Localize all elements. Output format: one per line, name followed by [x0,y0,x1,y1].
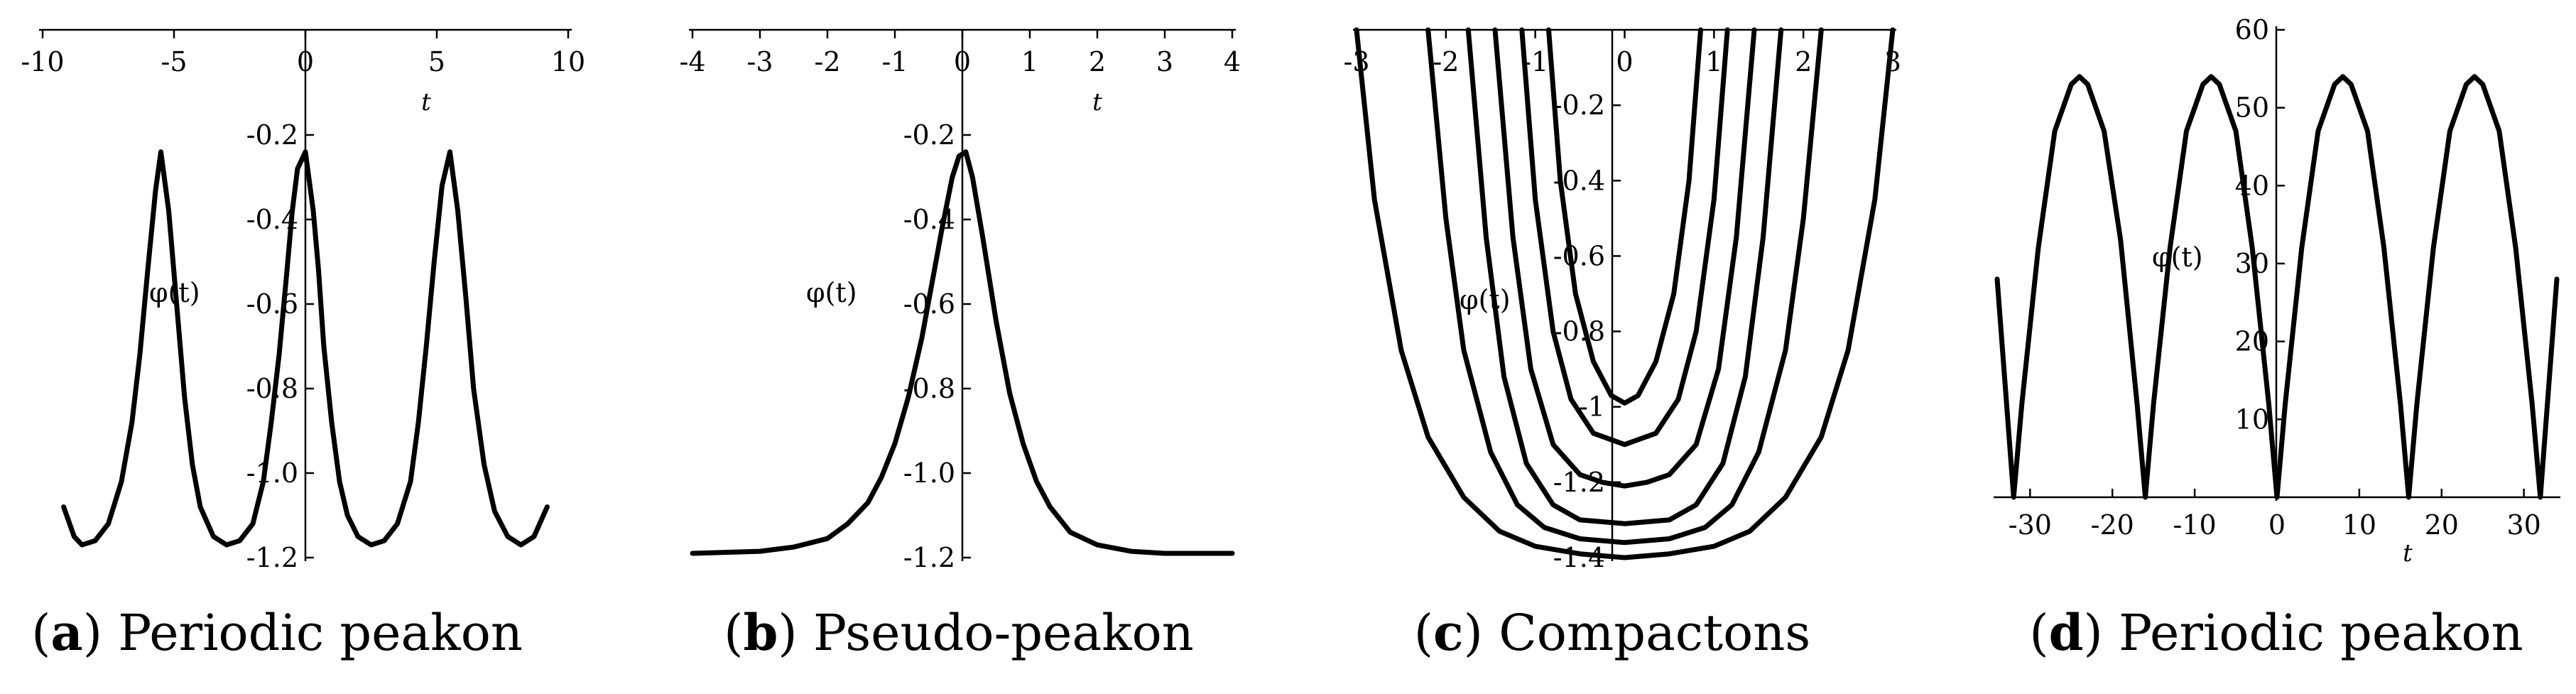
caption-d-letter: d [2049,603,2084,662]
y-tick-label-d: 60 [2235,14,2269,45]
x-tick-label-d: -20 [2091,509,2134,541]
x-tick-label-b: -1 [881,46,908,77]
y-tick-label-c: -0.2 [1553,90,1605,121]
x-tick-label-b: 1 [1021,46,1038,77]
caption-a: (a) Periodic peakon [31,603,523,662]
x-tick-label-a: -10 [21,46,64,77]
caption-c-letter: c [1433,603,1464,662]
x-tick-label-a: 5 [428,46,445,77]
plot-b: -4 -3 -2 -1 0 1 2 3 4-1.2-1.0-0.8-0.6-0.4-0.2tφ(… [679,28,1241,573]
x-tick-label-d: 30 [2506,509,2540,541]
series-line-b-1 [690,149,1235,556]
series-line-a-1 [61,149,550,548]
x-axis-label-a: t [421,88,431,116]
series-line-c-6 [1546,27,1703,406]
x-tick-label-b: 4 [1224,46,1241,77]
series-line-d-1 [1994,74,2560,500]
caption-b: (b) Pseudo-peakon [724,603,1194,662]
caption-d-text: Periodic peakon [2119,604,2523,662]
caption-c: (c) Compactons [1414,603,1811,662]
caption-a-text: Periodic peakon [118,604,523,662]
series-line-c-3 [1465,27,1784,526]
x-axis-label-d: t [2403,539,2413,568]
y-tick-label-a: -1.2 [246,542,298,573]
x-axis-label-b: t [1092,88,1102,116]
panel-b: -4 -3 -2 -1 0 1 2 3 4-1.2-1.0-0.8-0.6-0.4-0.2tφ(… [679,28,1241,662]
x-tick-label-b: 2 [1089,46,1106,77]
x-tick-label-c: 1 [1705,46,1722,77]
series-line-c-1 [1354,27,1896,560]
y-tick-label-b: -1.2 [903,542,955,573]
y-tick-label-a: -1.0 [246,457,298,489]
y-tick-label-a: -0.6 [246,288,298,320]
x-tick-label-a: 0 [297,46,314,77]
plot-c: -3 -2 -1 0 1 2 3-1.4-1.2-1-0.8-0.6-0.4-0.2φ(t) [1343,27,1901,573]
x-tick-label-b: -2 [814,46,840,77]
series-line-c-4 [1492,27,1757,489]
panel-a: -10 -5 0 5 10-1.2-1.0-0.8-0.6-0.4-0.2tφ(t) (… [21,28,585,662]
x-tick-label-d: -10 [2173,509,2217,541]
y-tick-label-b: -0.2 [903,119,955,151]
y-axis-label-b: φ(t) [806,277,857,308]
caption-c-text: Compactons [1499,604,1810,662]
y-axis-label-d: φ(t) [2152,242,2203,273]
x-tick-label-c: -2 [1433,46,1459,77]
caption-b-letter: b [743,603,778,662]
x-tick-label-b: -3 [746,46,773,77]
x-tick-label-d: 20 [2425,509,2459,541]
series-line-c-5 [1519,27,1730,448]
series-line-c-2 [1425,27,1824,546]
y-tick-label-d: 10 [2235,403,2269,435]
y-tick-label-b: -1.0 [903,457,955,489]
y-tick-label-a: -0.2 [246,119,298,151]
x-tick-label-d: 10 [2342,509,2376,541]
y-tick-label-d: 50 [2235,92,2269,124]
x-tick-label-b: 0 [954,46,971,77]
x-tick-label-a: 10 [551,46,585,77]
y-axis-label-c: φ(t) [1460,284,1511,315]
x-tick-label-c: 0 [1616,46,1633,77]
x-tick-label-c: 2 [1795,46,1812,77]
x-tick-label-a: -5 [161,46,187,77]
panel-c: -3 -2 -1 0 1 2 3-1.4-1.2-1-0.8-0.6-0.4-0.2φ(t)… [1343,27,1901,662]
plot-a: -10 -5 0 5 10-1.2-1.0-0.8-0.6-0.4-0.2tφ(t) [21,28,585,573]
x-tick-label-b: -4 [679,46,705,77]
caption-a-letter: a [50,603,82,662]
caption-d: (d) Periodic peakon [2029,603,2523,662]
caption-b-text: Pseudo-peakon [813,604,1194,662]
y-tick-label-c: -0.8 [1553,316,1605,347]
x-tick-label-d: -30 [2009,509,2052,541]
x-tick-label-b: 3 [1156,46,1173,77]
y-tick-label-c: -0.6 [1553,240,1605,271]
x-tick-label-d: 0 [2268,509,2286,541]
